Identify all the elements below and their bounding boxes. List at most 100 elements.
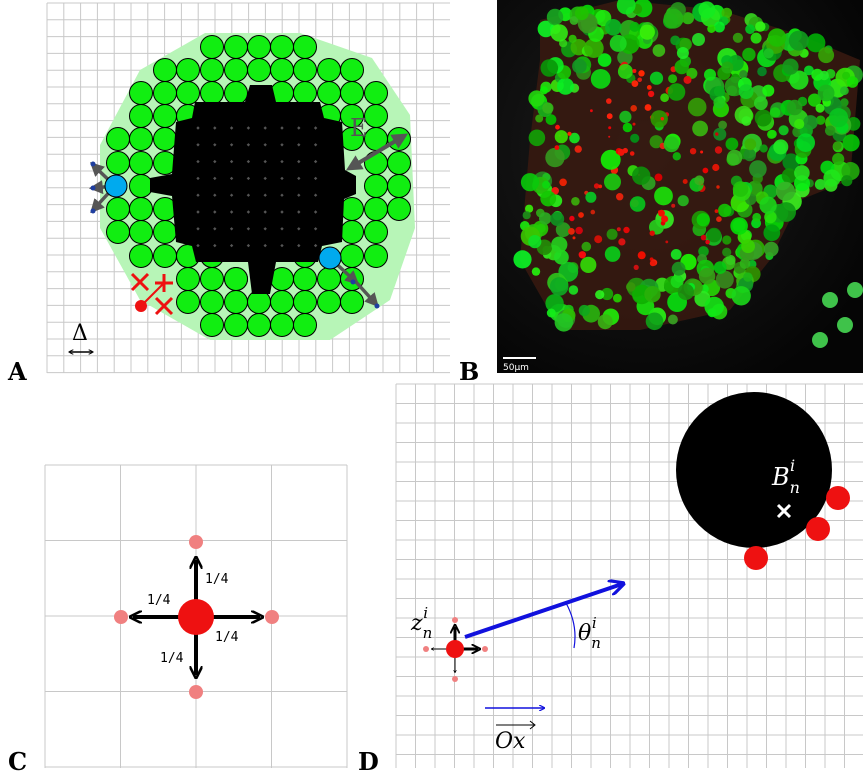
- micro-cell: [581, 241, 592, 252]
- center-cell: [178, 599, 214, 635]
- micro-dot: [644, 104, 652, 111]
- micro-cell: [847, 282, 863, 298]
- micro-dot: [661, 215, 669, 223]
- cell: [247, 313, 271, 337]
- grid-point: [213, 126, 217, 130]
- micro-dot: [608, 126, 612, 130]
- micro-dot: [714, 209, 719, 214]
- micro-cell: [732, 181, 749, 197]
- move-target-down: [452, 676, 458, 682]
- micro-cell: [704, 296, 724, 317]
- micro-cell: [828, 108, 849, 128]
- micro-dot: [633, 264, 639, 270]
- micro-dot: [593, 183, 600, 189]
- micro-cell: [525, 204, 534, 213]
- cell: [224, 81, 248, 105]
- micro-cell: [554, 249, 569, 265]
- micro-cell: [806, 33, 826, 53]
- micro-dot: [647, 90, 655, 98]
- cell: [364, 197, 388, 221]
- micro-cell: [846, 76, 859, 88]
- cell: [364, 104, 388, 128]
- micro-dot: [567, 131, 572, 136]
- cell: [176, 290, 200, 314]
- micro-cell: [713, 261, 727, 274]
- cell: [200, 35, 224, 59]
- cell: [293, 81, 317, 105]
- micro-cell: [704, 68, 716, 81]
- micro-cell: [670, 275, 684, 288]
- micro-cell: [824, 125, 836, 136]
- micro-cell: [546, 8, 564, 26]
- micro-cell: [763, 48, 774, 59]
- micro-cell: [671, 261, 686, 276]
- micro-cell: [660, 93, 669, 103]
- micro-cell: [667, 83, 686, 101]
- micro-dot: [618, 238, 626, 246]
- micro-dot: [590, 209, 596, 215]
- micro-cell: [750, 32, 762, 44]
- micro-cell: [639, 24, 655, 40]
- cell: [224, 290, 248, 314]
- micro-cell: [796, 133, 815, 152]
- micro-cell: [584, 38, 604, 58]
- ox-label: Ox: [495, 729, 526, 754]
- micro-cell: [546, 308, 556, 318]
- direction-vector: [464, 584, 622, 639]
- micro-cell: [545, 147, 565, 168]
- micro-cell: [580, 256, 597, 273]
- micro-dot: [554, 145, 560, 151]
- cell: [387, 174, 411, 198]
- micro-cell: [707, 24, 716, 33]
- dead-cells: [130, 272, 174, 316]
- cell: [387, 151, 411, 175]
- micro-dot: [617, 148, 625, 156]
- micro-dot: [658, 209, 665, 217]
- grid-point: [196, 176, 200, 181]
- grid-point: [246, 176, 251, 181]
- micro-cell: [752, 212, 762, 222]
- cell: [129, 197, 153, 221]
- move-target-up: [452, 617, 458, 623]
- cell: [176, 58, 200, 82]
- micro-cell: [749, 160, 767, 178]
- cell: [200, 267, 224, 291]
- micro-cell: [629, 21, 640, 32]
- micro-cell: [585, 191, 597, 203]
- micro-cell: [840, 86, 849, 96]
- micro-cell: [732, 32, 744, 43]
- micro-cell: [819, 70, 829, 81]
- micro-cell: [743, 272, 753, 282]
- micro-dot: [702, 167, 709, 174]
- micro-cell: [757, 66, 767, 77]
- cell: [129, 151, 153, 175]
- micro-cell: [741, 239, 755, 254]
- micro-cell: [644, 286, 661, 303]
- grid-point: [246, 143, 251, 147]
- micro-cell: [616, 0, 636, 15]
- cell: [153, 127, 177, 151]
- prob-down: 1/4: [160, 651, 184, 666]
- micro-cell: [739, 70, 748, 79]
- micro-cell: [574, 6, 589, 21]
- micro-dot: [631, 80, 639, 87]
- micro-cell: [545, 114, 557, 125]
- micro-cell: [568, 34, 577, 43]
- micro-cell: [794, 165, 810, 181]
- grid-point: [246, 227, 251, 231]
- grid-point: [196, 227, 200, 231]
- cell: [176, 267, 200, 291]
- b-label: Bni: [771, 456, 800, 497]
- micro-cell: [775, 181, 796, 201]
- micro-cell: [568, 285, 579, 295]
- moving-cell: [446, 640, 464, 658]
- cell: [153, 104, 177, 128]
- micro-cell: [815, 115, 826, 125]
- cell: [293, 35, 317, 59]
- micrograph-spheroid: [513, 0, 863, 348]
- micro-dot: [649, 260, 656, 267]
- grid-point: [229, 159, 234, 164]
- cell: [247, 58, 271, 82]
- cell: [224, 313, 248, 337]
